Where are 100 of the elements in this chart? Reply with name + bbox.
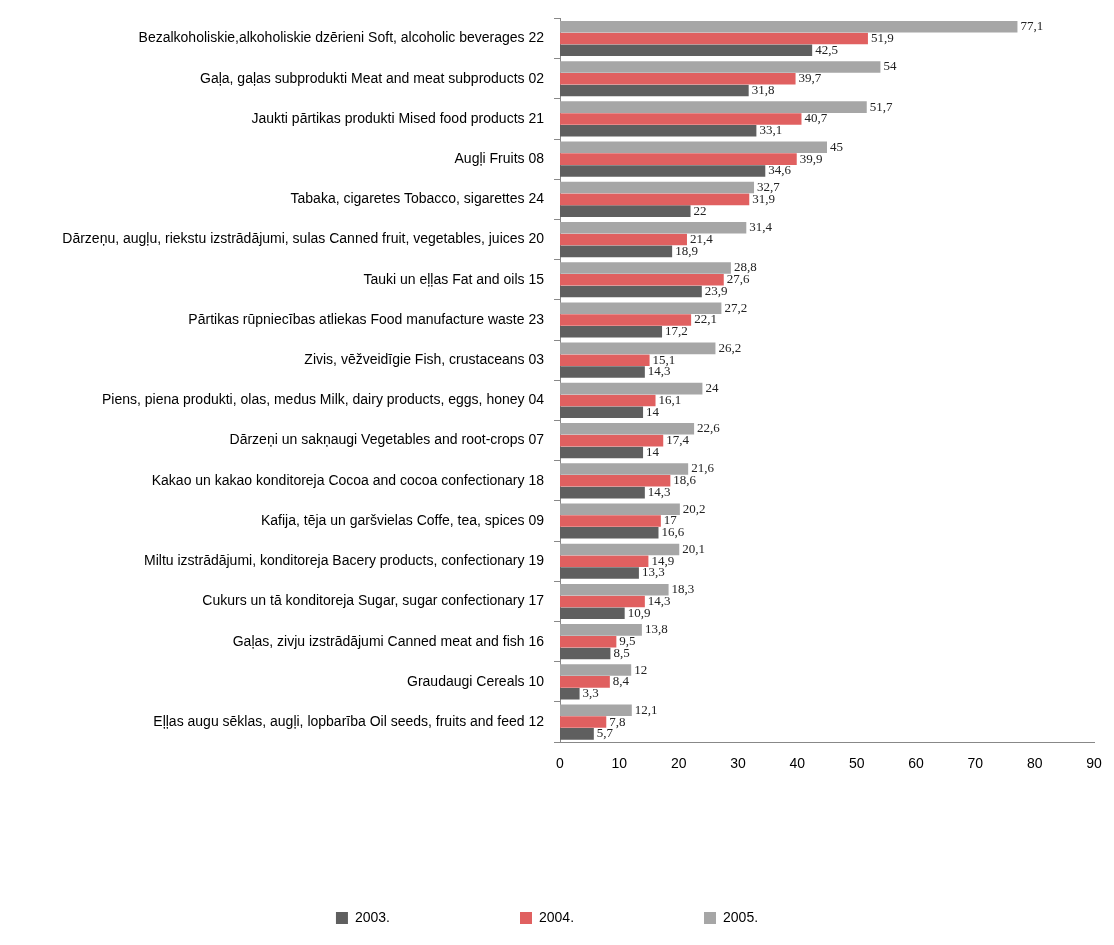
bar: [560, 515, 661, 527]
data-label: 22,1: [694, 311, 717, 327]
data-label: 13,8: [644, 621, 668, 637]
bar: [560, 446, 644, 459]
data-label: 54: [883, 58, 897, 74]
bar: [560, 32, 868, 45]
data-label: 14: [646, 443, 660, 459]
bar: [560, 624, 642, 636]
y-tick-label: Augļi Fruits 08: [454, 150, 545, 166]
data-label: 51,9: [870, 29, 894, 45]
data-label: 23,9: [704, 282, 728, 298]
bar: [560, 595, 645, 608]
bar: [560, 101, 867, 113]
bar: [560, 687, 580, 700]
y-tick-label: Piens, piena produkti, olas, medus Milk, dairy products, eggs, honey 04: [101, 391, 545, 408]
bar: [560, 113, 802, 125]
bar: [560, 233, 687, 246]
data-label: 77,1: [1020, 18, 1044, 34]
x-tick-label: 70: [967, 755, 984, 772]
bar: [560, 181, 755, 194]
bar: [560, 607, 625, 620]
bar: [560, 61, 881, 73]
x-tick-label: 50: [848, 755, 865, 772]
bar: [560, 463, 689, 475]
legend-label: 2004.: [538, 908, 575, 925]
data-label: 39,9: [799, 150, 823, 166]
bar: [560, 406, 644, 418]
data-label: 45: [830, 138, 843, 154]
x-tick-label: 20: [670, 755, 687, 772]
bar: [560, 20, 1018, 33]
data-label: 22: [693, 202, 707, 218]
y-tick-label: Tauki un eļļas Fat and oils 15: [363, 270, 545, 287]
bar: [560, 635, 617, 648]
data-label: 20,2: [682, 500, 706, 516]
bar: [560, 302, 722, 314]
x-tick-label: 10: [611, 755, 628, 772]
bar: [560, 503, 680, 516]
y-tick-label: Miltu izstrādājumi, konditoreja Bacery products, confectionary 19: [144, 552, 545, 569]
data-label: 26,2: [718, 339, 742, 355]
y-tick-label: Gaļa, gaļas subprodukti Meat and meat subproducts 02: [200, 69, 545, 86]
bar: [560, 273, 724, 286]
bar: [560, 664, 632, 676]
data-label: 12: [634, 661, 648, 677]
bar: [560, 647, 611, 660]
bar: [560, 124, 757, 137]
y-tick-label: Pārtikas rūpniecības atliekas Food manufacture waste 23: [188, 310, 545, 327]
bar: [560, 245, 673, 258]
bar: [560, 555, 649, 568]
data-label: 22,6: [697, 420, 721, 436]
bar: [560, 475, 671, 487]
data-label: 17,4: [666, 432, 690, 448]
data-label: 12,1: [634, 701, 658, 717]
data-label: 28,8: [733, 259, 757, 275]
bar: [560, 567, 639, 579]
bar: [560, 583, 669, 596]
data-label: 34,6: [768, 162, 792, 178]
data-label: 3,3: [582, 685, 599, 701]
x-tick-label: 40: [789, 755, 806, 772]
bar: [560, 141, 827, 154]
bar: [560, 153, 797, 165]
bar: [560, 342, 716, 355]
data-label: 31,4: [749, 219, 773, 235]
bar: [560, 193, 750, 206]
data-label: 24: [705, 380, 719, 396]
y-tick-label: Dārzeņi un sakņaugi Vegetables and root-crops 07: [229, 431, 545, 448]
y-tick-label: Graudaugi Cereals 10: [407, 672, 545, 689]
bar: [560, 716, 607, 728]
legend-label: 2003.: [354, 908, 390, 925]
x-tick-label: 90: [1086, 755, 1102, 772]
y-tick-label: Gaļas, zivju izstrādājumi Canned meat and fish 16: [232, 632, 545, 649]
data-label: 31,8: [751, 81, 775, 97]
bar: [560, 262, 731, 274]
x-tick-label: 0: [556, 755, 565, 772]
bar: [560, 728, 594, 740]
data-label: 51,7: [869, 98, 893, 114]
y-tick-label: Dārzeņu, augļu, riekstu izstrādājumi, sulas Canned fruit, vegetables, juices 20: [62, 230, 545, 247]
bar: [560, 394, 656, 407]
y-tick-label: Jaukti pārtikas produkti Mised food products 21: [251, 109, 545, 126]
bar: [560, 704, 632, 717]
bar: [560, 423, 695, 435]
bar: [560, 366, 645, 378]
bar: [560, 354, 650, 366]
y-tick-label: Zivis, vēžveidīgie Fish, crustaceans 03: [304, 351, 545, 368]
bar: [560, 285, 702, 298]
data-label: 33,1: [759, 122, 783, 138]
data-label: 16,1: [658, 391, 682, 407]
bar: [560, 72, 796, 85]
data-label: 14: [646, 403, 660, 419]
x-tick-label: 30: [730, 755, 746, 772]
bar: [560, 205, 691, 217]
bar: [560, 314, 692, 326]
data-label: 42,5: [815, 41, 838, 57]
data-label: 39,7: [798, 70, 822, 86]
bar: [560, 543, 680, 556]
y-tick-label: Eļļas augu sēklas, augļi, lopbarība Oil seeds, fruits and feed 12: [153, 712, 545, 729]
bar: [560, 676, 610, 688]
data-label: 20,1: [682, 540, 706, 556]
data-label: 14,3: [647, 484, 671, 500]
y-tick-label: Kafija, tēja un garšvielas Coffe, tea, spices 09: [260, 511, 545, 528]
data-label: 40,7: [804, 110, 828, 126]
